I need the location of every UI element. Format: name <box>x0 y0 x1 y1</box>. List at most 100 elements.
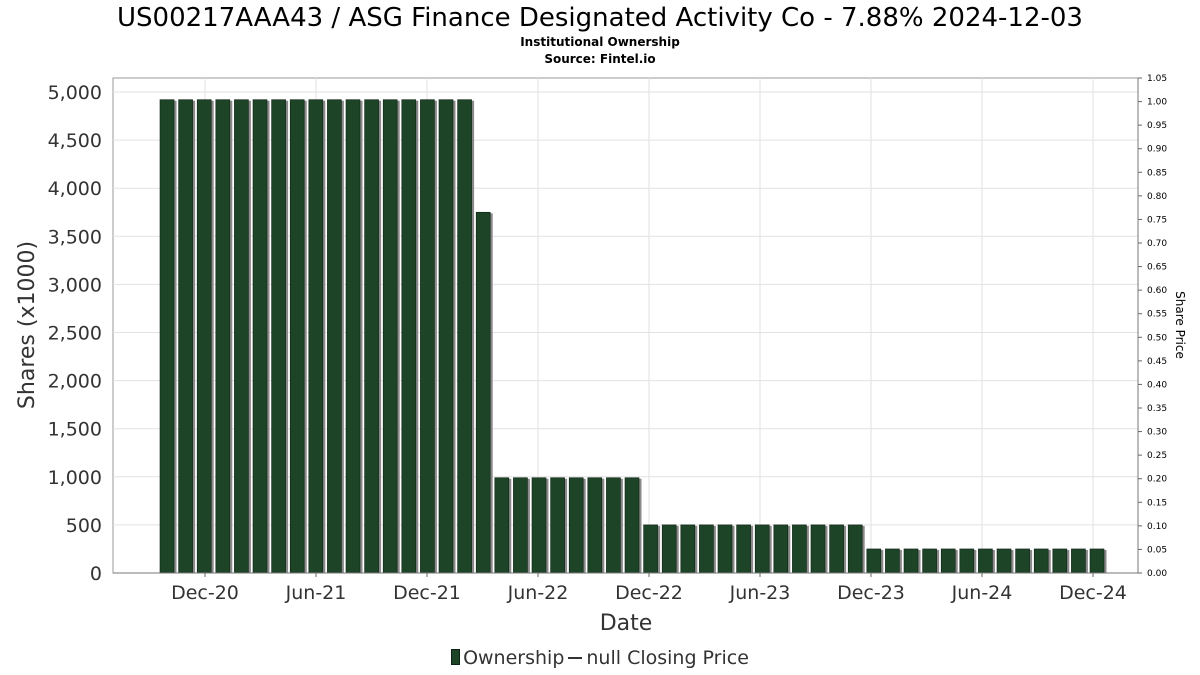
ownership-bar <box>420 99 435 574</box>
ownership-bar <box>196 99 212 574</box>
y2-tick-label: 0.30 <box>1147 428 1167 438</box>
x-tick-label: Jun-21 <box>285 582 347 604</box>
y2-tick-label: 0.50 <box>1147 333 1167 343</box>
ownership-bar <box>959 548 975 574</box>
ownership-bar <box>178 99 193 574</box>
ownership-bar <box>940 548 956 574</box>
ownership-bar <box>475 211 491 574</box>
ownership-bar <box>364 99 379 574</box>
ownership-bar <box>903 548 919 574</box>
ownership-bar <box>1015 548 1030 574</box>
chart-legend: Ownership null Closing Price <box>0 647 1200 669</box>
y2-tick-label: 0.85 <box>1147 168 1167 178</box>
y-tick-label: 2,000 <box>48 371 102 393</box>
ownership-bar <box>624 477 640 574</box>
x-tick-label: Dec-20 <box>171 582 239 604</box>
chart-subtitle: Institutional Ownership <box>520 35 680 49</box>
y-tick-label: 5,000 <box>48 82 102 104</box>
y-tick-label: 0 <box>90 563 102 585</box>
y2-tick-label: 0.60 <box>1147 286 1167 296</box>
y2-tick-label: 0.00 <box>1147 569 1167 579</box>
ownership-bar <box>550 477 565 574</box>
ownership-bar <box>996 548 1012 574</box>
ownership-bar <box>215 99 231 574</box>
ownership-bar <box>271 99 286 574</box>
ownership-bar <box>1052 548 1068 574</box>
y2-tick-label: 0.25 <box>1147 451 1167 461</box>
ownership-bar <box>234 99 249 574</box>
y2-tick-label: 0.35 <box>1147 404 1167 414</box>
ownership-bar <box>345 99 361 574</box>
ownership-bar <box>1071 548 1086 574</box>
price-legend-label: null Closing Price <box>586 647 749 669</box>
ownership-bar <box>308 99 324 574</box>
ownership-bar <box>1089 548 1105 574</box>
y2-axis-title: Share Price <box>1173 291 1187 359</box>
ownership-bar <box>457 99 472 574</box>
ownership-bar <box>978 548 993 574</box>
y2-tick-label: 0.80 <box>1147 192 1167 202</box>
y2-tick-label: 0.55 <box>1147 310 1167 320</box>
ownership-bar <box>810 524 826 574</box>
y-tick-label: 3,000 <box>48 274 102 296</box>
ownership-bar <box>289 99 305 574</box>
x-tick-label: Jun-22 <box>507 582 569 604</box>
ownership-bar <box>159 99 175 574</box>
y2-tick-label: 0.40 <box>1147 380 1167 390</box>
y-tick-label: 500 <box>66 515 102 537</box>
ownership-bar <box>792 524 807 574</box>
ownership-bar <box>699 524 714 574</box>
y-tick-label: 4,000 <box>48 178 102 200</box>
ownership-bar <box>513 477 528 574</box>
y2-tick-label: 0.15 <box>1147 498 1167 508</box>
y2-tick-label: 0.70 <box>1147 239 1167 249</box>
chart-source: Source: Fintel.io <box>544 52 656 66</box>
y-tick-label: 3,500 <box>48 226 102 248</box>
y2-tick-label: 0.20 <box>1147 475 1167 485</box>
x-tick-label: Dec-22 <box>615 582 683 604</box>
y2-tick-label: 1.00 <box>1147 98 1167 108</box>
ownership-bar <box>866 548 882 574</box>
y-tick-label: 4,500 <box>48 130 102 152</box>
y-axis-title: Shares (x1000) <box>15 241 40 409</box>
ownership-bar <box>587 477 603 574</box>
ownership-legend-swatch <box>451 649 461 665</box>
x-tick-label: Jun-24 <box>951 582 1013 604</box>
y2-tick-label: 0.10 <box>1147 522 1167 532</box>
ownership-bar <box>401 99 417 574</box>
ownership-bar <box>568 477 584 574</box>
x-tick-label: Dec-24 <box>1059 582 1127 604</box>
ownership-bar <box>327 99 342 574</box>
ownership-bar <box>643 524 658 574</box>
ownership-bar <box>754 524 770 574</box>
ownership-bar <box>531 477 547 574</box>
y-tick-label: 1,000 <box>48 467 102 489</box>
x-tick-label: Dec-23 <box>837 582 905 604</box>
y2-tick-label: 0.95 <box>1147 121 1167 131</box>
y2-tick-label: 0.75 <box>1147 215 1167 225</box>
price-legend-line <box>568 657 583 659</box>
ownership-bar <box>252 99 268 574</box>
y2-tick-label: 0.90 <box>1147 145 1167 155</box>
ownership-bar <box>680 524 696 574</box>
chart-title: US00217AAA43 / ASG Finance Designated Ac… <box>117 3 1083 33</box>
ownership-legend-label: Ownership <box>463 647 565 669</box>
ownership-bar <box>438 99 454 574</box>
ownership-bar <box>736 524 751 574</box>
ownership-bar <box>606 477 621 574</box>
ownership-bar <box>382 99 398 574</box>
x-tick-label: Dec-21 <box>393 582 461 604</box>
ownership-bar <box>717 524 733 574</box>
ownership-bar <box>885 548 900 574</box>
ownership-bar <box>494 477 510 574</box>
y2-tick-label: 0.05 <box>1147 545 1167 555</box>
ownership-bar <box>847 524 863 574</box>
x-axis-title: Date <box>600 611 653 636</box>
ownership-bar <box>661 524 677 574</box>
ownership-bar <box>773 524 789 574</box>
y2-tick-label: 0.65 <box>1147 263 1167 273</box>
ownership-bar <box>829 524 844 574</box>
y2-tick-label: 1.05 <box>1147 74 1167 84</box>
y-tick-label: 1,500 <box>48 419 102 441</box>
